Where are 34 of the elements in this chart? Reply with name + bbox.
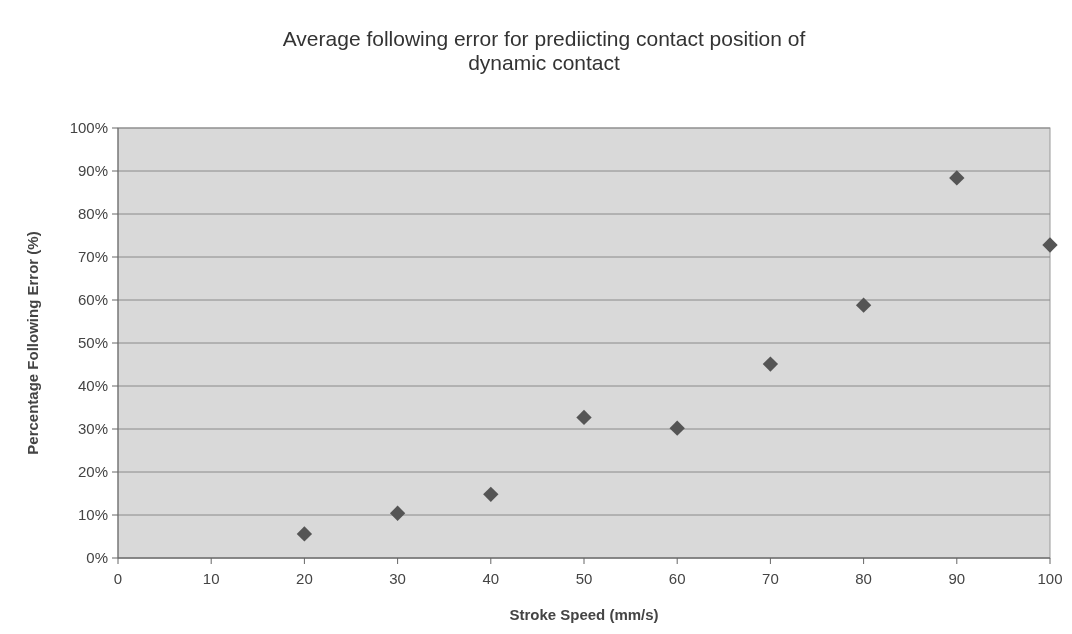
y-tick-label: 100% <box>69 119 108 137</box>
x-tick-label: 70 <box>762 570 779 587</box>
x-tick-label: 0 <box>113 570 123 587</box>
point <box>762 356 779 372</box>
point <box>296 526 313 542</box>
x-tick-label: 100 <box>1037 570 1063 587</box>
y-tick-label: 60% <box>77 291 108 309</box>
point <box>949 170 965 186</box>
x-tick-label: 10 <box>202 570 220 587</box>
y-tick-label: 20% <box>77 463 108 481</box>
x-axis-title: Stroke Speed (mm/s) <box>509 606 659 623</box>
x-tick-label: 40 <box>482 570 500 587</box>
point <box>1042 237 1058 253</box>
x-tick-label: 80 <box>855 570 872 587</box>
y-tick-label: 70% <box>77 248 108 266</box>
y-tick-label: 10% <box>77 506 108 524</box>
y-axis-title: Percentage Following Error (%) <box>24 231 41 455</box>
point <box>669 420 685 436</box>
y-tick-label: 40% <box>77 377 108 395</box>
point <box>855 297 872 313</box>
chart-title: Average following error for prediicting contact position of dynamic contact <box>282 27 806 74</box>
x-tick-label: 90 <box>948 570 966 587</box>
y-tick-label: 50% <box>77 334 108 352</box>
point <box>389 505 406 521</box>
point <box>576 409 592 426</box>
y-tick-label: 30% <box>77 420 108 438</box>
x-tick-label: 50 <box>575 570 593 587</box>
point <box>483 486 499 503</box>
x-tick-label: 60 <box>668 570 686 587</box>
x-tick-label: 30 <box>389 570 406 587</box>
y-tick-label: 0% <box>86 549 108 567</box>
y-tick-label: 80% <box>77 205 108 223</box>
y-tick-label: 90% <box>77 162 108 180</box>
x-tick-label: 20 <box>296 570 313 587</box>
